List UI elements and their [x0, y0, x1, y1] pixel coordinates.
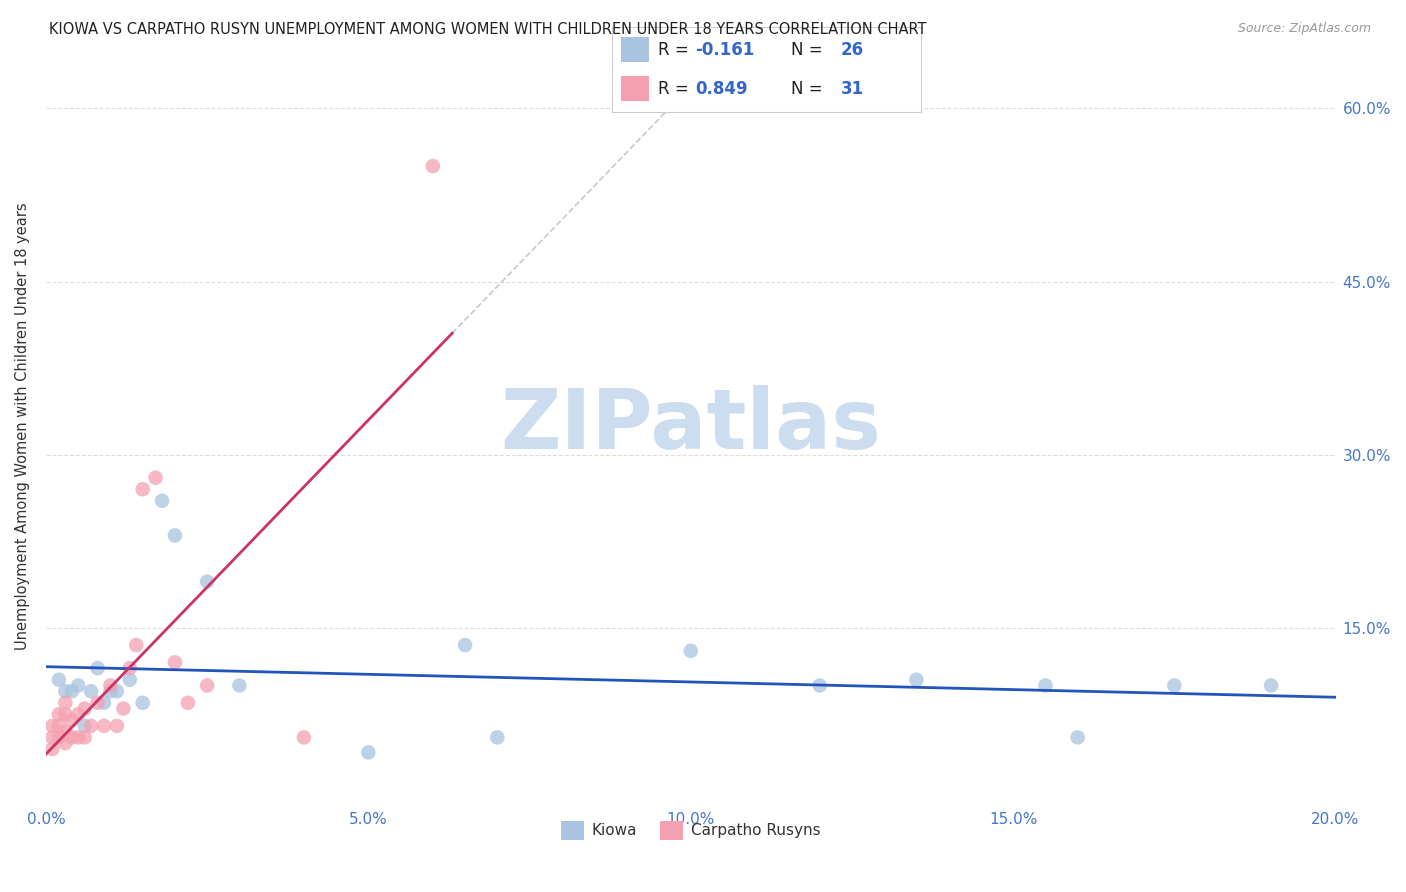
- Bar: [621, 37, 648, 62]
- Point: [80, 684, 103, 698]
- Point: [1163, 678, 1185, 692]
- Point: [53, 684, 76, 698]
- Point: [67, 731, 90, 745]
- Point: [48, 731, 70, 745]
- Text: -0.161: -0.161: [695, 41, 755, 59]
- Point: [73, 719, 96, 733]
- Point: [118, 673, 141, 687]
- Text: Source: ZipAtlas.com: Source: ZipAtlas.com: [1237, 22, 1371, 36]
- Point: [86, 696, 108, 710]
- Point: [150, 493, 173, 508]
- Text: ZIPatlas: ZIPatlas: [501, 385, 882, 467]
- Point: [53, 736, 76, 750]
- Point: [53, 696, 76, 710]
- Point: [73, 731, 96, 745]
- Point: [48, 673, 70, 687]
- Y-axis label: Unemployment Among Women with Children Under 18 years: Unemployment Among Women with Children U…: [15, 202, 30, 649]
- Point: [131, 482, 153, 496]
- Point: [131, 696, 153, 710]
- Point: [1035, 678, 1057, 692]
- Point: [125, 638, 148, 652]
- Point: [486, 731, 509, 745]
- Point: [118, 661, 141, 675]
- Point: [145, 471, 167, 485]
- Point: [93, 696, 115, 710]
- Point: [292, 731, 315, 745]
- Text: R =: R =: [658, 79, 695, 97]
- Text: 0.849: 0.849: [695, 79, 748, 97]
- Point: [80, 719, 103, 733]
- Point: [163, 528, 186, 542]
- Point: [422, 159, 444, 173]
- Text: N =: N =: [792, 79, 828, 97]
- Point: [177, 696, 200, 710]
- Point: [105, 684, 128, 698]
- Text: 31: 31: [841, 79, 863, 97]
- Point: [679, 644, 702, 658]
- Point: [228, 678, 250, 692]
- Point: [105, 719, 128, 733]
- Text: KIOWA VS CARPATHO RUSYN UNEMPLOYMENT AMONG WOMEN WITH CHILDREN UNDER 18 YEARS CO: KIOWA VS CARPATHO RUSYN UNEMPLOYMENT AMO…: [49, 22, 927, 37]
- Point: [195, 678, 218, 692]
- Point: [454, 638, 477, 652]
- Point: [60, 731, 83, 745]
- Point: [73, 701, 96, 715]
- Point: [100, 684, 122, 698]
- Text: R =: R =: [658, 41, 695, 59]
- Point: [60, 684, 83, 698]
- Point: [41, 731, 63, 745]
- Point: [41, 742, 63, 756]
- Point: [67, 707, 90, 722]
- Point: [1260, 678, 1282, 692]
- Point: [41, 719, 63, 733]
- Point: [93, 719, 115, 733]
- Point: [48, 707, 70, 722]
- Point: [86, 661, 108, 675]
- Point: [53, 724, 76, 739]
- Bar: [621, 76, 648, 102]
- Point: [53, 707, 76, 722]
- Point: [1066, 731, 1088, 745]
- Point: [163, 656, 186, 670]
- Text: 26: 26: [841, 41, 863, 59]
- Point: [808, 678, 831, 692]
- Point: [100, 678, 122, 692]
- Text: N =: N =: [792, 41, 828, 59]
- Legend: Kiowa, Carpatho Rusyns: Kiowa, Carpatho Rusyns: [555, 815, 827, 846]
- Point: [67, 678, 90, 692]
- Point: [48, 719, 70, 733]
- Point: [357, 746, 380, 760]
- Point: [905, 673, 928, 687]
- Point: [112, 701, 135, 715]
- Point: [60, 713, 83, 727]
- Point: [195, 574, 218, 589]
